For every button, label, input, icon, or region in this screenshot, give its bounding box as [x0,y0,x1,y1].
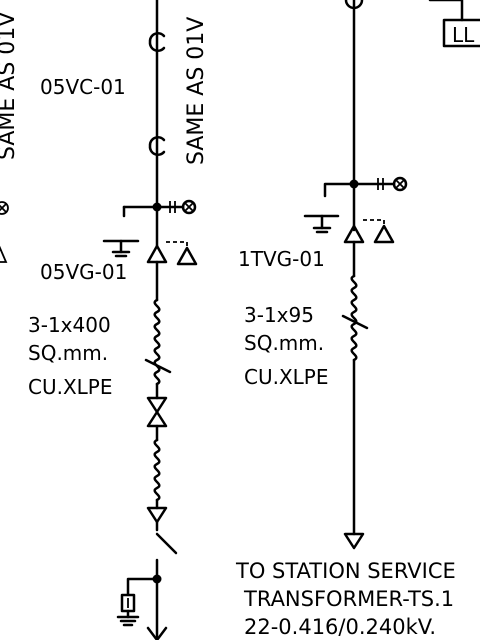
left-surge-arrester-icon [146,244,168,264]
left-rotated-label: SAME AS 01V [0,12,20,160]
right-ground-icon [303,214,340,234]
cable-left-unit: SQ.mm. [28,341,108,365]
left-vc-coil-lower-icon [148,136,166,156]
dest-line-1: TO STATION SERVICE [235,559,456,583]
right-cable-coil-icon [350,274,358,362]
right-surge-arrester-icon [343,224,365,244]
cable-right-type: CU.XLPE [244,365,329,389]
right-surge-arrester-aux-icon [373,224,395,244]
left-edge-terminal-icon [0,201,9,215]
dest-line-2: TRANSFORMER-TS.1 [243,587,454,611]
ll-box: LL [442,18,480,48]
left-bowtie-icon [146,396,168,428]
left-disconnect-switch [155,532,178,555]
vg-left-label: 05VG-01 [40,260,127,284]
left-ground-icon [102,239,140,258]
mid-rotated-label: SAME AS 01V [184,17,209,165]
left-cable-coil-icon [153,298,161,386]
vg-right-label: 1TVG-01 [238,247,325,271]
cable-right-unit: SQ.mm. [244,331,324,355]
right-terminal-icon [392,176,408,192]
left-surge-arrester-aux-icon [176,246,198,266]
right-bottom-arrow-icon [343,532,365,550]
left-lower-arrow-icon [146,506,168,524]
dest-line-3: 22-0.416/0.240kV. [244,615,436,639]
left-lower-ground-icon [116,609,140,627]
left-fuse-icon [120,593,136,613]
left-edge-arrester-icon [0,245,8,263]
left-vc-coil-upper-icon [148,32,166,52]
left-cable-coil-2-icon [153,438,161,502]
left-terminal-icon [181,199,197,215]
cable-right-size: 3-1x95 [244,303,314,327]
cable-left-size: 3-1x400 [28,313,111,337]
left-bottom-arrow-icon [146,626,168,640]
vc-left-label: 05VC-01 [40,75,126,99]
ll-box-label: LL [452,23,475,47]
cable-left-type: CU.XLPE [28,375,113,399]
